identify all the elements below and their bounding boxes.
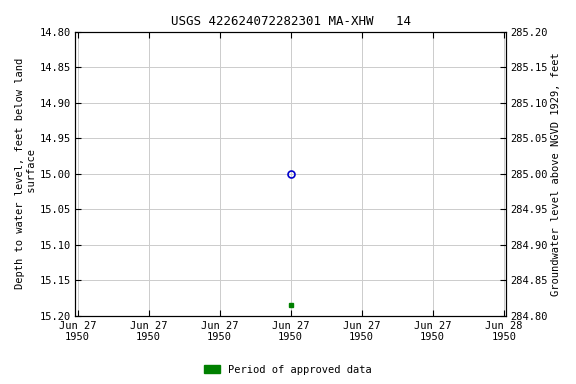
Title: USGS 422624072282301 MA-XHW   14: USGS 422624072282301 MA-XHW 14 — [170, 15, 411, 28]
Y-axis label: Groundwater level above NGVD 1929, feet: Groundwater level above NGVD 1929, feet — [551, 52, 561, 296]
Legend: Period of approved data: Period of approved data — [200, 361, 376, 379]
Y-axis label: Depth to water level, feet below land
 surface: Depth to water level, feet below land su… — [15, 58, 37, 290]
